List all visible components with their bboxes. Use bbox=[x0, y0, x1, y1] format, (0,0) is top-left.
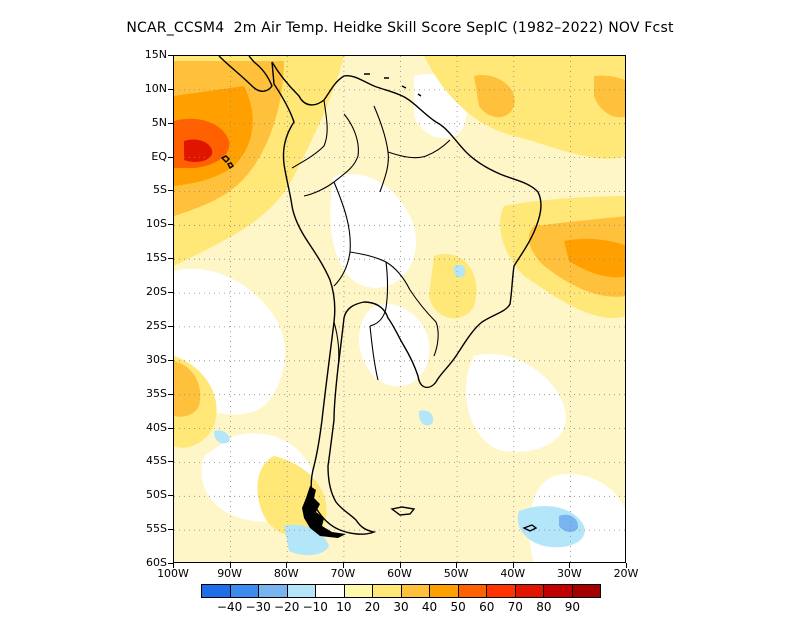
field-mid-blue-region bbox=[559, 514, 579, 532]
map-plot-area bbox=[173, 55, 626, 563]
latitude-tick bbox=[168, 427, 173, 429]
latitude-label: 10S bbox=[146, 217, 167, 231]
map-grid bbox=[174, 56, 625, 562]
longitude-tick bbox=[286, 563, 288, 568]
coastlines bbox=[218, 56, 542, 535]
latitude-tick bbox=[168, 325, 173, 327]
latitude-label: 35S bbox=[146, 386, 167, 400]
colorbar-label: 80 bbox=[536, 600, 552, 614]
latitude-tick bbox=[168, 190, 173, 192]
longitude-tick bbox=[399, 563, 401, 568]
field-red-region bbox=[184, 139, 213, 162]
latitude-label: EQ bbox=[151, 149, 167, 163]
colorbar-swatch bbox=[316, 585, 345, 597]
longitude-tick bbox=[626, 563, 627, 568]
longitude-label: 90W bbox=[217, 567, 243, 580]
longitude-label: 40W bbox=[500, 567, 526, 580]
colorbar-label: 60 bbox=[479, 600, 495, 614]
colorbar-label: 20 bbox=[364, 600, 381, 614]
longitude-label: 100W bbox=[157, 567, 189, 580]
colorbar-label: 90 bbox=[564, 600, 581, 614]
country-borders bbox=[291, 99, 451, 381]
colorbar-label: −40 bbox=[216, 600, 243, 614]
longitude-tick bbox=[569, 563, 571, 568]
latitude-tick bbox=[168, 88, 173, 90]
falkland-islands bbox=[390, 506, 416, 516]
longitude-tick bbox=[229, 563, 231, 568]
colorbar-label: 70 bbox=[507, 600, 523, 614]
latitude-tick bbox=[168, 529, 173, 531]
longitude-tick bbox=[456, 563, 458, 568]
colorbar bbox=[201, 584, 601, 598]
latitude-tick bbox=[168, 461, 173, 463]
colorbar-swatch bbox=[202, 585, 231, 597]
latitude-label: 50S bbox=[146, 488, 167, 502]
latitude-label: 15N bbox=[144, 48, 167, 61]
longitude-label: 30W bbox=[556, 567, 582, 580]
longitude-label: 70W bbox=[330, 567, 356, 580]
latitude-tick bbox=[168, 55, 173, 56]
colorbar-label: −20 bbox=[274, 600, 300, 614]
latitude-tick bbox=[168, 122, 173, 124]
latitude-tick bbox=[168, 563, 173, 564]
latitude-label: 10N bbox=[144, 81, 167, 95]
colorbar-swatch bbox=[544, 585, 573, 597]
map-title: NCAR_CCSM4 2m Air Temp. Heidke Skill Sco… bbox=[126, 20, 674, 36]
latitude-label: 60S bbox=[146, 556, 167, 569]
caribbean-islands bbox=[364, 73, 422, 97]
longitude-label: 60W bbox=[387, 567, 412, 580]
colorbar-swatch bbox=[430, 585, 459, 597]
colorbar-swatch bbox=[572, 585, 600, 597]
south-america-outline bbox=[271, 61, 542, 535]
latitude-tick bbox=[168, 359, 173, 361]
longitude-label: 50W bbox=[443, 567, 469, 580]
colorbar-swatch bbox=[287, 585, 316, 597]
latitude-label: 40S bbox=[146, 420, 167, 434]
longitude-tick bbox=[512, 563, 514, 568]
colorbar-swatch bbox=[487, 585, 516, 597]
colorbar-swatch bbox=[259, 585, 288, 597]
latitude-label: 45S bbox=[146, 454, 167, 468]
latitude-tick bbox=[168, 292, 173, 294]
colorbar-swatch bbox=[230, 585, 259, 597]
colorbar-label: −30 bbox=[245, 600, 271, 614]
colorbar-label: 40 bbox=[421, 600, 438, 614]
south-georgia-island bbox=[522, 524, 538, 532]
tierra-del-fuego bbox=[302, 486, 346, 538]
latitude-tick bbox=[168, 495, 173, 497]
colorbar-labels: −40 −30 −20 −10 10 20 30 40 50 60 70 80 90 bbox=[201, 600, 601, 614]
latitude-label: 15S bbox=[146, 251, 167, 265]
latitude-tick bbox=[168, 393, 173, 395]
colorbar-label: 30 bbox=[393, 600, 409, 614]
latitude-tick bbox=[168, 156, 173, 158]
longitude-tick bbox=[342, 563, 344, 568]
skill-score-map bbox=[174, 56, 625, 562]
latitude-label: 30S bbox=[146, 352, 167, 366]
latitude-label: 25S bbox=[146, 318, 167, 332]
colorbar-label: 10 bbox=[336, 600, 352, 614]
colorbar-swatch bbox=[373, 585, 402, 597]
central-america-outline bbox=[218, 56, 273, 92]
colorbar-label: −10 bbox=[302, 600, 328, 614]
longitude-label: 20W bbox=[613, 567, 639, 580]
latitude-label: 20S bbox=[146, 285, 167, 299]
latitude-label: 5S bbox=[153, 183, 167, 197]
colorbar-label: 50 bbox=[450, 600, 466, 614]
colorbar-swatch bbox=[515, 585, 544, 597]
longitude-label: 80W bbox=[273, 567, 299, 580]
galapagos-islands bbox=[220, 155, 234, 170]
colorbar-swatch bbox=[344, 585, 373, 597]
latitude-label: 55S bbox=[146, 522, 167, 536]
colorbar-swatch bbox=[401, 585, 430, 597]
latitude-label: 5N bbox=[151, 115, 167, 129]
latitude-tick bbox=[168, 224, 173, 226]
latitude-tick bbox=[168, 258, 173, 260]
longitude-tick bbox=[173, 563, 174, 568]
colorbar-swatch bbox=[458, 585, 487, 597]
